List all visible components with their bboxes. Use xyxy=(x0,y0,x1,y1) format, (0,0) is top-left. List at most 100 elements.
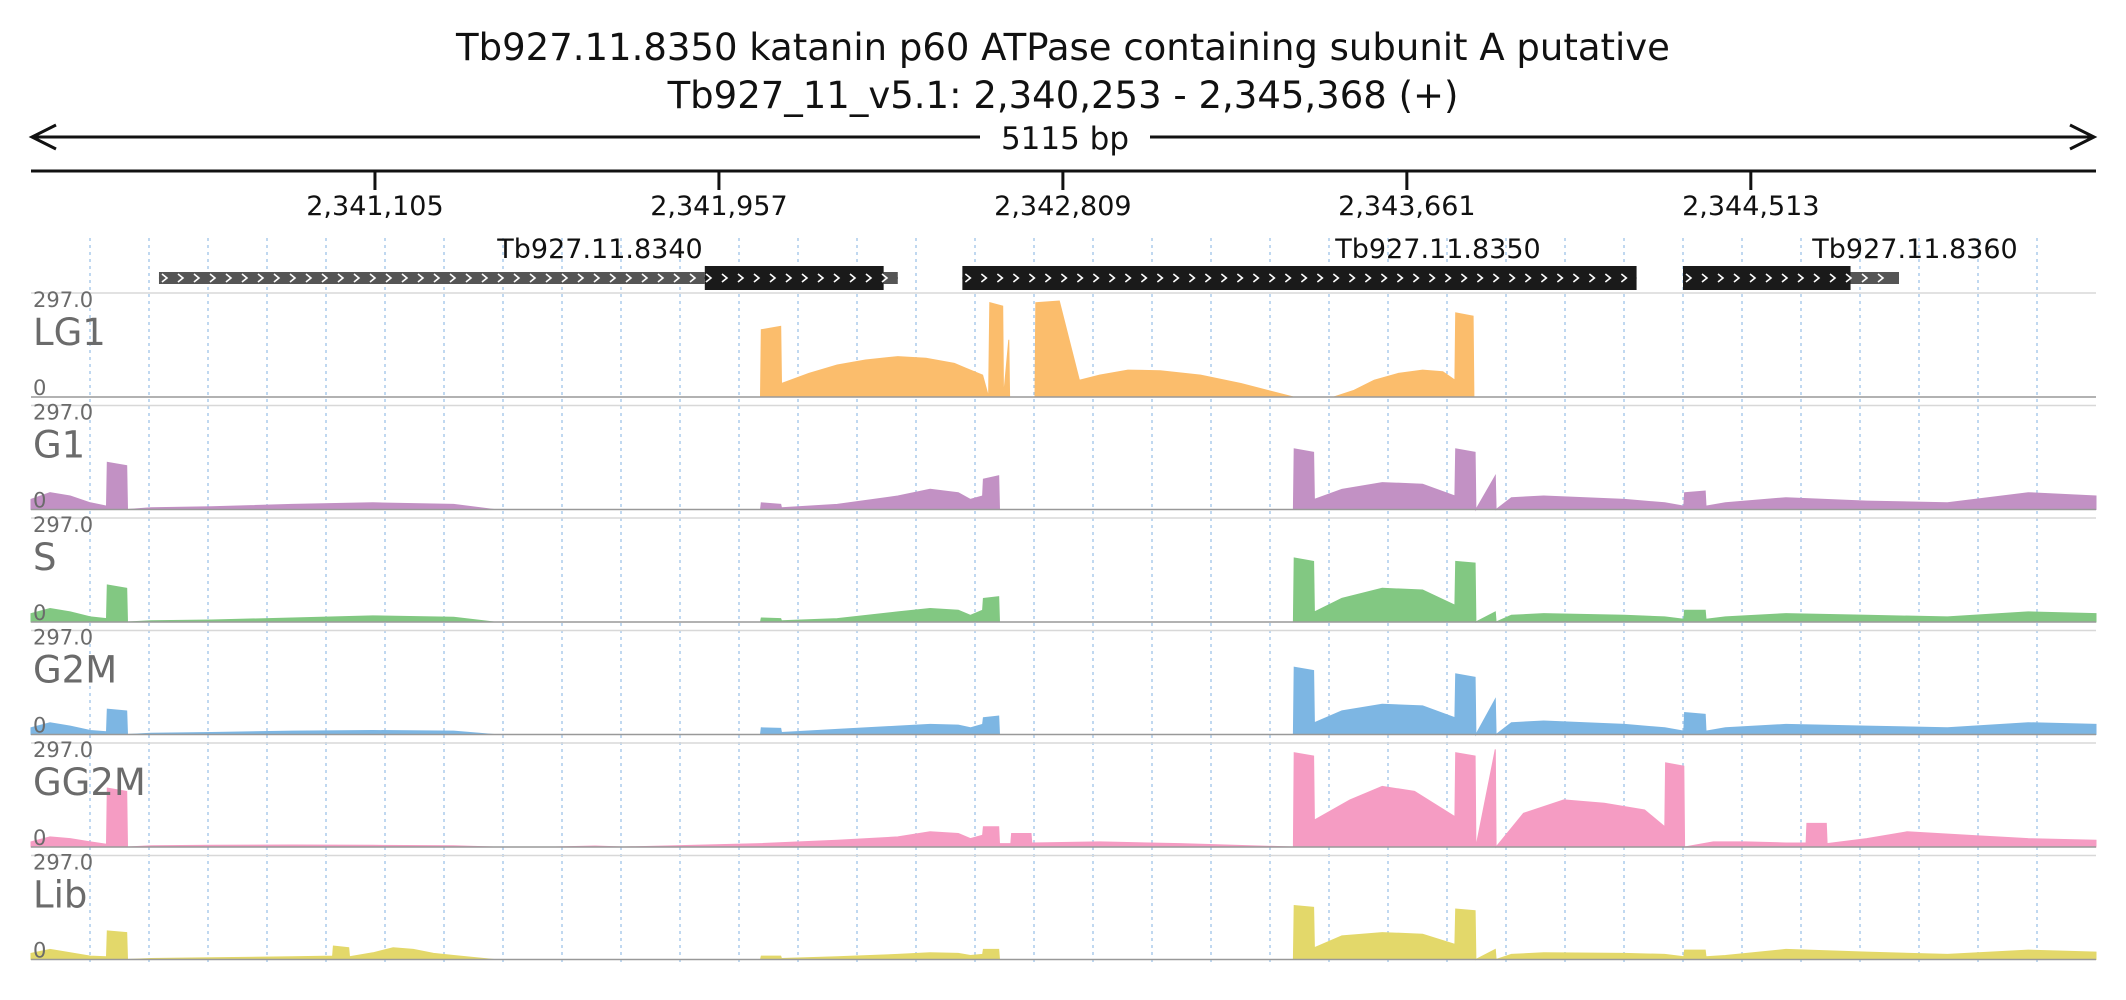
strand-chevron xyxy=(737,273,745,283)
track-name: S xyxy=(33,536,57,579)
strand-chevron xyxy=(1220,273,1228,283)
strand-chevron xyxy=(337,273,345,283)
strand-chevron xyxy=(609,273,617,283)
strand-chevron xyxy=(177,273,185,283)
track-ymin-label: 0 xyxy=(33,939,46,963)
strand-chevron xyxy=(833,273,841,283)
strand-chevron xyxy=(849,273,857,283)
gene-cds-block xyxy=(704,266,884,290)
strand-chevron xyxy=(433,273,441,283)
strand-chevron xyxy=(1765,273,1773,283)
gene-utr-block xyxy=(883,272,898,284)
strand-chevron xyxy=(1284,273,1292,283)
track-ymin-label: 0 xyxy=(33,714,46,738)
strand-chevron xyxy=(1829,273,1837,283)
track-s: 297.0 0 S xyxy=(30,513,2097,625)
track-name: G2M xyxy=(33,649,117,692)
track-gg2m: 297.0 0 GG2M xyxy=(30,738,2097,850)
ruler-tick-label: 2,342,809 xyxy=(994,191,1131,222)
gene-utr-block xyxy=(1850,272,1899,284)
track-name: G1 xyxy=(33,424,85,467)
strand-chevron xyxy=(593,273,601,283)
strand-chevron xyxy=(1236,273,1244,283)
track-lg1: 297.0 0 LG1 xyxy=(31,288,2096,400)
strand-chevron xyxy=(545,273,553,283)
track-lib: 297.0 0 Lib xyxy=(30,851,2097,963)
strand-chevron xyxy=(1348,273,1356,283)
gene-label: Tb927.11.8360 xyxy=(1811,234,2017,265)
strand-chevron xyxy=(641,273,649,283)
coverage-area xyxy=(31,300,2096,398)
strand-chevron xyxy=(996,273,1004,283)
strand-chevron xyxy=(401,273,409,283)
ruler-tick-label: 2,343,661 xyxy=(1338,191,1475,222)
coverage-area xyxy=(30,666,2097,737)
gene-label: Tb927.11.8350 xyxy=(1334,234,1540,265)
strand-chevron xyxy=(1685,273,1693,283)
gene-utr-block xyxy=(158,272,705,284)
strand-chevron xyxy=(1044,273,1052,283)
strand-chevron xyxy=(1364,273,1372,283)
strand-chevron xyxy=(273,273,281,283)
coverage-area xyxy=(30,905,2097,961)
strand-chevron xyxy=(1300,273,1308,283)
track-ymin-label: 0 xyxy=(33,826,46,850)
strand-chevron xyxy=(1556,273,1564,283)
strand-chevron xyxy=(964,273,972,283)
strand-chevron xyxy=(1588,273,1596,283)
strand-chevron xyxy=(1428,273,1436,283)
track-g2m: 297.0 0 G2M xyxy=(30,626,2097,738)
track-name: Lib xyxy=(33,874,87,917)
strand-chevron xyxy=(625,273,633,283)
track-ymax-label: 297.0 xyxy=(33,626,93,650)
strand-chevron xyxy=(1108,273,1116,283)
strand-chevron xyxy=(1156,273,1164,283)
strand-chevron xyxy=(865,273,873,283)
gene-tb927-11-8340: Tb927.11.8340 xyxy=(158,234,898,290)
strand-chevron xyxy=(257,273,265,283)
strand-chevron xyxy=(980,273,988,283)
strand-chevron xyxy=(577,273,585,283)
strand-chevron xyxy=(321,273,329,283)
strand-chevron xyxy=(1717,273,1725,283)
strand-chevron xyxy=(241,273,249,283)
span-arrowhead-right xyxy=(2069,123,2098,151)
strand-chevron xyxy=(1476,273,1484,283)
strand-chevron xyxy=(1076,273,1084,283)
span-length-label: 5115 bp xyxy=(1001,121,1129,157)
strand-chevron xyxy=(1701,273,1709,283)
strand-chevron xyxy=(673,273,681,283)
strand-chevron xyxy=(513,273,521,283)
gene-track: Tb927.11.8340 Tb927.11.8350 Tb927.11.8360 xyxy=(158,234,2018,290)
strand-chevron xyxy=(769,273,777,283)
track-ymin-label: 0 xyxy=(33,376,46,400)
strand-chevron xyxy=(1172,273,1180,283)
chart-subtitle: Tb927_11_v5.1: 2,340,253 - 2,345,368 (+) xyxy=(667,74,1459,117)
strand-chevron xyxy=(1749,273,1757,283)
track-ymax-label: 297.0 xyxy=(33,738,93,762)
chart-title: Tb927.11.8350 katanin p60 ATPase contain… xyxy=(455,26,1670,69)
strand-chevron xyxy=(1444,273,1452,283)
ruler-tick-label: 2,344,513 xyxy=(1682,191,1819,222)
track-ymax-label: 297.0 xyxy=(33,513,93,537)
ruler-tick-label: 2,341,957 xyxy=(650,191,787,222)
strand-chevron xyxy=(1813,273,1821,283)
strand-chevron xyxy=(1797,273,1805,283)
strand-chevron xyxy=(1460,273,1468,283)
gene-label: Tb927.11.8340 xyxy=(496,234,702,265)
strand-chevron xyxy=(881,273,889,283)
strand-chevron xyxy=(1877,273,1885,283)
strand-chevron xyxy=(1092,273,1100,283)
ruler-tick-label: 2,341,105 xyxy=(306,191,443,222)
strand-chevron xyxy=(1524,273,1532,283)
strand-chevron xyxy=(417,273,425,283)
gene-tb927-11-8360: Tb927.11.8360 xyxy=(1683,234,2018,290)
strand-chevron xyxy=(1396,273,1404,283)
strand-chevron xyxy=(497,273,505,283)
strand-chevron xyxy=(193,273,201,283)
track-name: GG2M xyxy=(33,761,146,804)
strand-chevron xyxy=(1252,273,1260,283)
strand-chevron xyxy=(481,273,489,283)
